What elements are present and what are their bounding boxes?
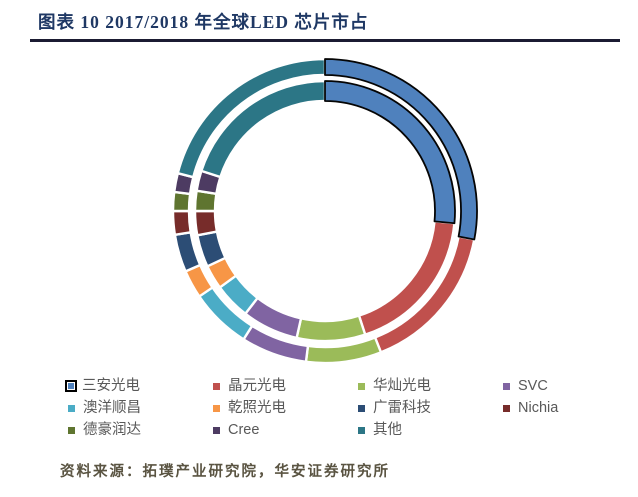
- legend-item-4: 澳洋顺昌: [68, 397, 213, 419]
- legend-swatch-icon: [213, 382, 220, 390]
- legend-swatch-icon: [503, 382, 510, 390]
- legend-item-8: 德豪润达: [68, 419, 213, 441]
- donut-segment-outer-广雷科技: [173, 231, 202, 273]
- legend-label: 德豪润达: [83, 422, 141, 438]
- legend-label: 晶元光电: [228, 378, 286, 394]
- donut-segment-outer-Nichia: [171, 209, 192, 236]
- source-note: 资料来源：拓璞产业研究院，华安证券研究所: [60, 464, 390, 480]
- legend-swatch-icon: [358, 382, 365, 390]
- legend-item-0: 三安光电: [65, 375, 213, 397]
- donut-segment-inner-晶元光电: [357, 220, 456, 336]
- legend-swatch-icon: [358, 404, 365, 412]
- donut-segment-inner-Nichia: [193, 209, 219, 237]
- legend-label: 乾照光电: [228, 400, 286, 416]
- figure-title: 图表 10 2017/2018 年全球LED 芯片市占: [38, 12, 369, 32]
- legend-swatch-icon: [68, 426, 75, 434]
- donut-segment-outer-三安光电: [324, 58, 478, 241]
- legend-item-2: 华灿光电: [358, 375, 503, 397]
- legend-label: 广雷科技: [373, 400, 431, 416]
- donut-chart: [165, 51, 485, 371]
- legend-label: 华灿光电: [373, 378, 431, 394]
- legend-swatch-icon: [65, 380, 77, 392]
- donut-segment-inner-华灿光电: [295, 314, 367, 343]
- legend-label: Nichia: [518, 400, 559, 416]
- title-divider: [30, 39, 620, 42]
- donut-segment-inner-三安光电: [324, 80, 456, 225]
- legend-label: 三安光电: [82, 378, 140, 394]
- legend-label: Cree: [228, 422, 260, 438]
- legend-label: 澳洋顺昌: [83, 400, 141, 416]
- legend-swatch-icon: [68, 404, 75, 412]
- donut-segment-inner-广雷科技: [196, 230, 227, 268]
- legend-item-10: 其他: [358, 419, 503, 441]
- legend-swatch-icon: [358, 426, 365, 434]
- legend-item-5: 乾照光电: [213, 397, 358, 419]
- legend-swatch-icon: [213, 404, 220, 412]
- legend-item-9: Cree: [213, 419, 358, 441]
- donut-segment-inner-其他: [200, 79, 327, 179]
- legend-item-1: 晶元光电: [213, 375, 358, 397]
- donut-chart-svg: [171, 57, 478, 365]
- legend-item-6: 广雷科技: [358, 397, 503, 419]
- legend-item-3: SVC: [503, 375, 623, 397]
- legend-label: 其他: [373, 422, 402, 438]
- legend-label: SVC: [518, 378, 548, 394]
- legend-swatch-icon: [213, 426, 220, 434]
- chart-legend: 三安光电 晶元光电 华灿光电 SVC 澳洋顺昌 乾照光电 广雷科技 Nichia 德豪润达 Cre…: [65, 375, 623, 441]
- legend-swatch-icon: [503, 404, 510, 412]
- legend-item-7: Nichia: [503, 397, 623, 419]
